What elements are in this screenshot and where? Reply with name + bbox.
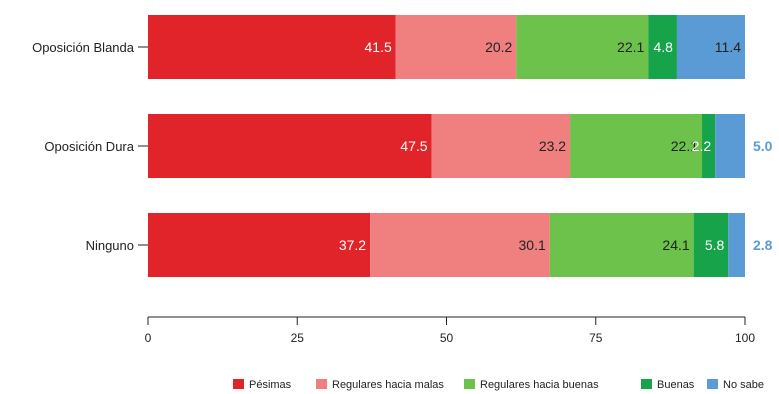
- data-label-oposicion-dura-regulares-hacia-buenas: 22.1: [671, 138, 698, 154]
- legend-item-regulares-hacia-buenas: Regulares hacia buenas: [464, 379, 599, 391]
- data-label-ninguno-regulares-hacia-malas: 30.1: [519, 237, 546, 253]
- data-label-oposicion-blanda-pesimas: 41.5: [365, 39, 392, 55]
- bar-segment-ninguno-buenas: [693, 213, 729, 277]
- x-tick-label-50: 50: [440, 331, 454, 345]
- data-label-oposicion-dura-pesimas: 47.5: [400, 138, 427, 154]
- legend-item-buenas: Buenas: [641, 379, 695, 391]
- bar-segment-ninguno-regulares-hacia-malas: [370, 213, 550, 277]
- data-label-ninguno-regulares-hacia-buenas: 24.1: [662, 237, 689, 253]
- bar-segment-oposicion-dura-buenas: [702, 114, 716, 178]
- legend: Pésimas Regulares hacia malas Regulares ha…: [233, 379, 764, 391]
- legend-label-no-sabe: No sabe: [723, 379, 764, 391]
- legend-item-regulares-hacia-malas: Regulares hacia malas: [316, 379, 444, 391]
- data-label-oposicion-dura-regulares-hacia-malas: 23.2: [539, 138, 566, 154]
- category-label-oposicion-dura: Oposición Dura: [44, 139, 134, 154]
- data-label-oposicion-blanda-regulares-hacia-malas: 20.2: [485, 39, 512, 55]
- legend-item-pesimas: Pésimas: [233, 379, 292, 391]
- data-label-oposicion-dura-no-sabe: 5.0: [753, 138, 773, 154]
- x-tick-label-75: 75: [589, 331, 603, 345]
- bar-segment-ninguno-pesimas: [148, 213, 371, 277]
- legend-item-no-sabe: No sabe: [707, 379, 764, 391]
- bar-segment-oposicion-blanda-pesimas: [148, 15, 396, 79]
- bars-layer: 41.5 20.2 22.1 4.8 11.447.5 23.2 22.12.2 5.037.…: [148, 15, 773, 277]
- bar-segment-oposicion-dura-no-sabe: [715, 114, 745, 178]
- category-label-oposicion-blanda: Oposición Blanda: [32, 40, 135, 55]
- x-tick-label-0: 0: [145, 331, 152, 345]
- bar-segment-oposicion-blanda-buenas: [648, 15, 677, 79]
- legend-label-regulares-hacia-malas: Regulares hacia malas: [332, 379, 444, 391]
- data-label-oposicion-blanda-no-sabe: 11.4: [715, 39, 741, 55]
- x-tick-label-25: 25: [291, 331, 305, 345]
- data-label-ninguno-no-sabe: 2.8: [753, 237, 773, 253]
- bar-segment-ninguno-no-sabe: [728, 213, 745, 277]
- x-axis: 0 25 50 75 100: [145, 316, 755, 345]
- legend-label-buenas: Buenas: [657, 379, 695, 391]
- data-label-oposicion-dura-buenas: 2.2: [692, 138, 712, 154]
- bar-segment-oposicion-blanda-regulares-hacia-malas: [395, 15, 517, 79]
- bar-segment-ninguno-regulares-hacia-buenas: [549, 213, 694, 277]
- legend-label-regulares-hacia-buenas: Regulares hacia buenas: [480, 379, 599, 391]
- bar-segment-oposicion-blanda-regulares-hacia-buenas: [516, 15, 649, 79]
- bar-segment-oposicion-dura-regulares-hacia-malas: [431, 114, 571, 178]
- data-label-oposicion-blanda-buenas: 4.8: [653, 39, 673, 55]
- legend-swatch-no-sabe: [707, 379, 718, 389]
- bar-segment-oposicion-dura-pesimas: [148, 114, 432, 178]
- bar-segment-oposicion-dura-regulares-hacia-buenas: [570, 114, 703, 178]
- legend-swatch-buenas: [641, 379, 652, 389]
- data-label-ninguno-pesimas: 37.2: [339, 237, 366, 253]
- data-label-ninguno-buenas: 5.8: [705, 237, 725, 253]
- legend-swatch-regulares-hacia-malas: [316, 379, 327, 389]
- x-tick-label-100: 100: [735, 331, 755, 345]
- category-labels: Oposición Blanda Oposición Dura Ninguno: [32, 40, 148, 253]
- legend-swatch-regulares-hacia-buenas: [464, 379, 475, 389]
- category-label-ninguno: Ninguno: [86, 238, 134, 253]
- data-label-oposicion-blanda-regulares-hacia-buenas: 22.1: [617, 39, 644, 55]
- legend-label-pesimas: Pésimas: [249, 379, 292, 391]
- bar-segment-oposicion-blanda-no-sabe: [676, 15, 745, 79]
- legend-swatch-pesimas: [233, 379, 244, 389]
